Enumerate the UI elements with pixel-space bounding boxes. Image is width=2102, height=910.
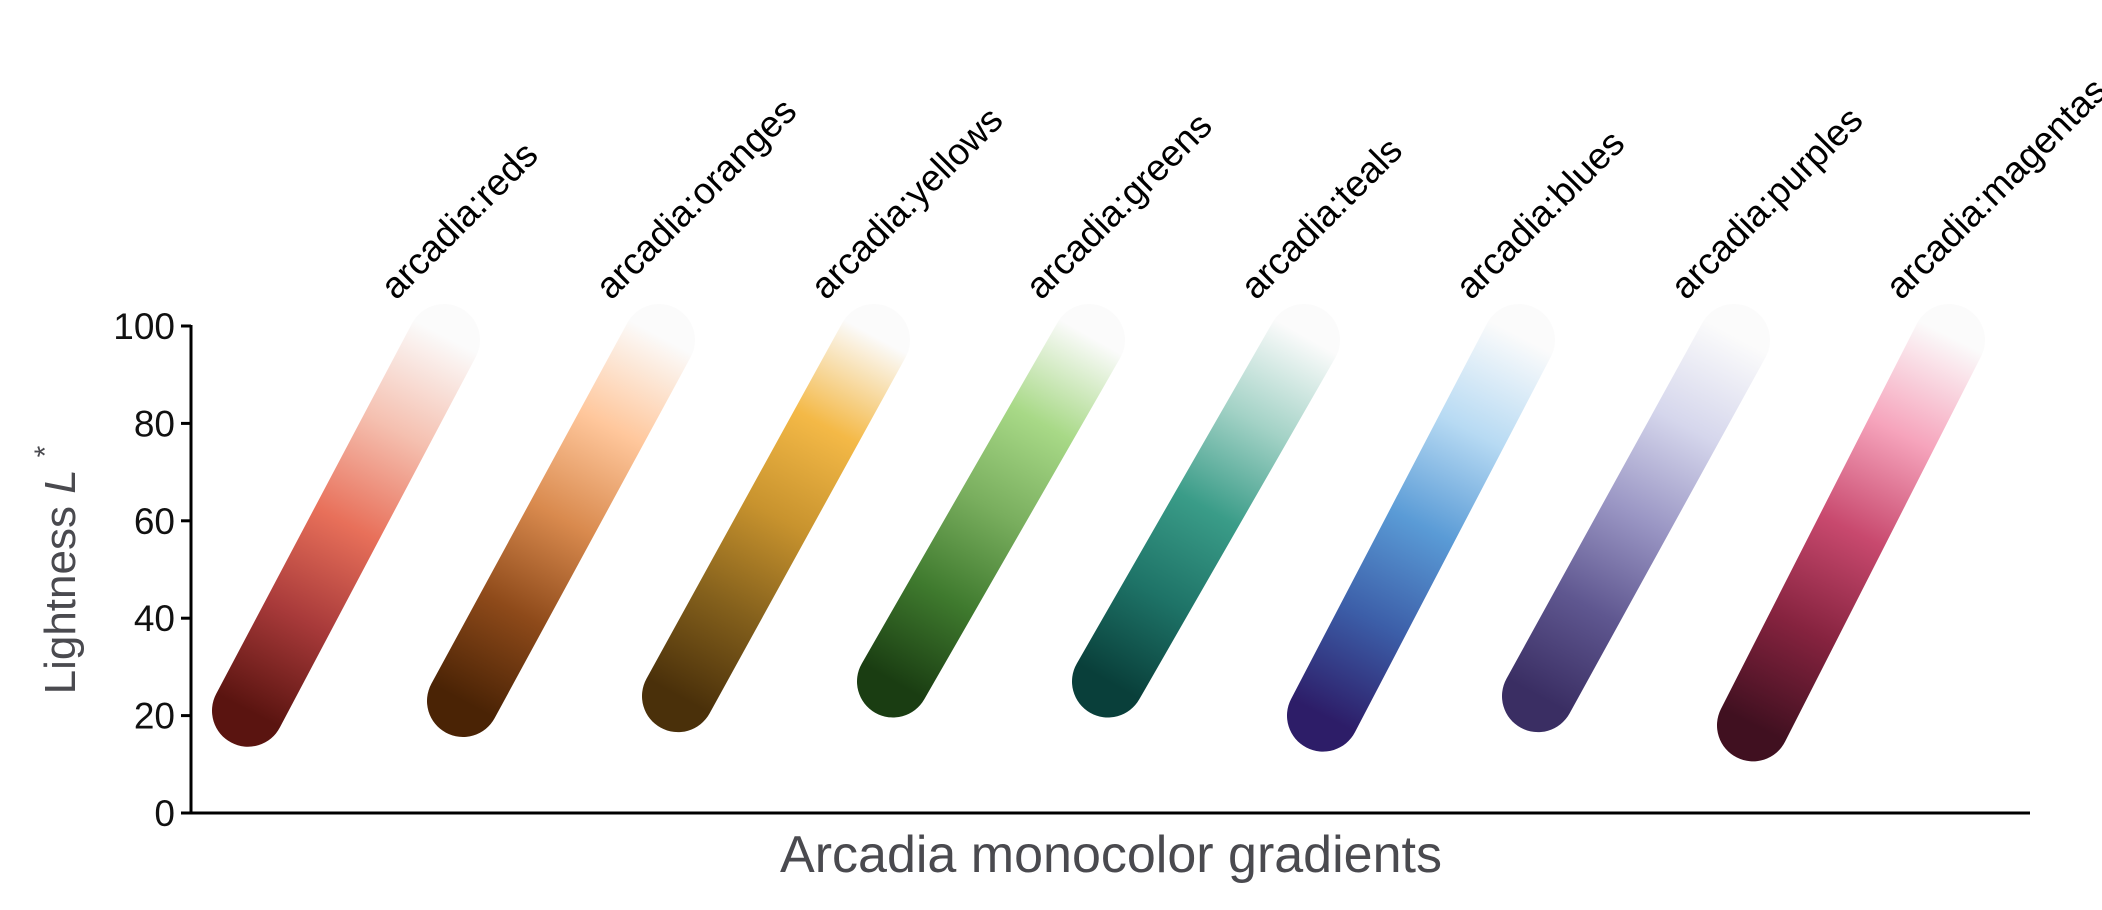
y-tick-group: 0 20 40 60 80 100 — [113, 306, 191, 834]
y-axis-title-symbol: L — [36, 469, 85, 493]
y-tick-label: 20 — [134, 696, 175, 737]
gradient-tube — [427, 304, 695, 737]
category-label: arcadia:magentas — [1878, 70, 2102, 307]
gradient-tube — [1502, 304, 1770, 733]
y-tick-label: 60 — [134, 501, 175, 542]
y-axis-title-superscript: * — [29, 445, 62, 457]
category-label: arcadia:purples — [1663, 99, 1871, 307]
gradient-tube-group — [212, 304, 1985, 762]
y-tick-label: 0 — [154, 793, 175, 834]
gradient-tube — [212, 304, 480, 747]
gradient-tube — [1287, 304, 1555, 752]
category-label: arcadia:blues — [1448, 122, 1633, 307]
gradient-tube — [642, 304, 910, 733]
category-label: arcadia:yellows — [803, 99, 1011, 307]
category-label-group: arcadia:reds arcadia:orangesarcadia:yello… — [373, 70, 2102, 307]
gradient-tube — [1072, 304, 1340, 718]
y-tick-label: 80 — [134, 403, 175, 444]
category-label: arcadia:reds — [373, 134, 546, 307]
category-label: arcadia:teals — [1233, 129, 1410, 306]
y-tick-label: 40 — [134, 598, 175, 639]
x-axis-title: Arcadia monocolor gradients — [780, 826, 1442, 884]
y-tick-label: 100 — [113, 306, 175, 347]
category-label: arcadia:oranges — [588, 90, 805, 307]
gradient-tube — [857, 304, 1125, 718]
category-label: arcadia:greens — [1018, 105, 1220, 307]
y-axis-title-text: Lightness — [36, 494, 85, 695]
y-axis-title: Lightness L * — [29, 445, 85, 694]
gradient-tube — [1717, 304, 1985, 762]
